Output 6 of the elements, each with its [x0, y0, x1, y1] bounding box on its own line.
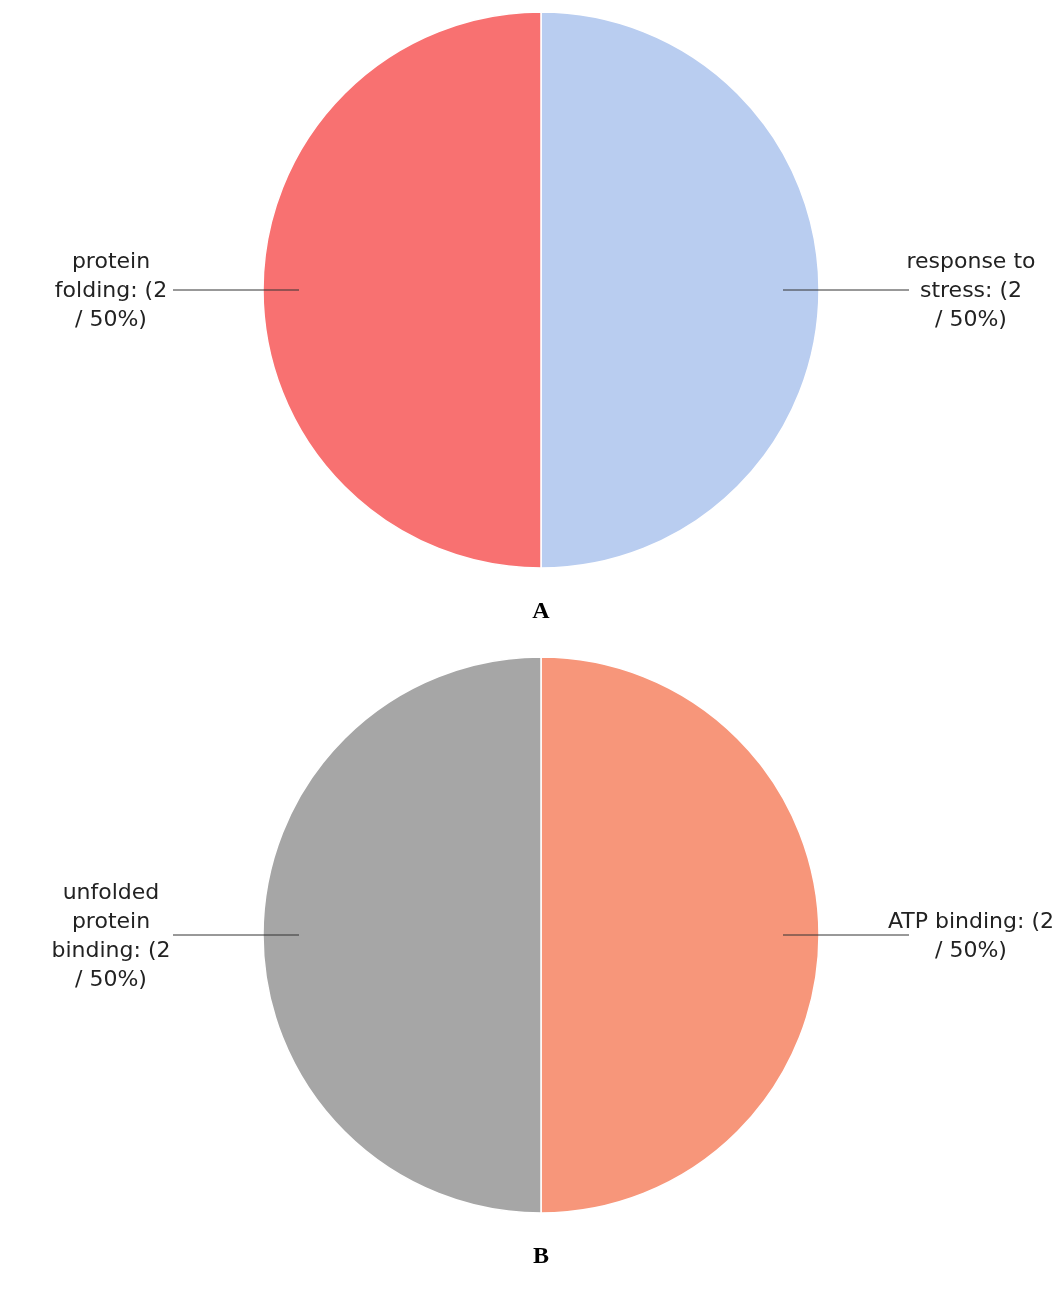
- slice-label: response to stress: (2 / 50%): [906, 248, 1036, 331]
- text: A: [532, 597, 551, 623]
- slice-label: protein folding: (2 / 50%): [54, 248, 168, 331]
- text: B: [532, 1242, 550, 1268]
- slice-label: unfolded protein binding: (2 / 50%): [51, 878, 171, 991]
- slice-label: ATP binding: (2 / 50%): [887, 907, 1055, 962]
